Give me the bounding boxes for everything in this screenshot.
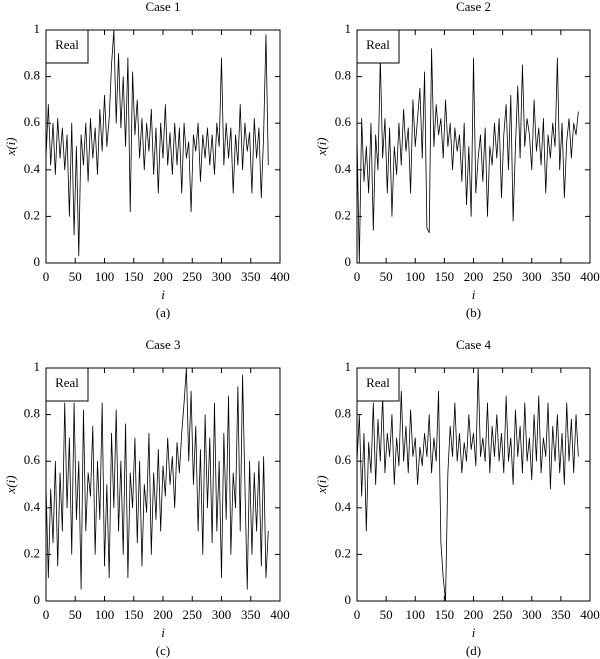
plot-area	[46, 30, 269, 257]
caption: (c)	[156, 643, 170, 658]
x-tick-label: 200	[153, 269, 173, 284]
panel: Case 3 0 50 100 150 200 250 300 350 400 0 0.2 0.4 0.6…	[3, 337, 290, 658]
x-tick-label: 400	[270, 607, 290, 622]
x-axis-label: i	[161, 625, 165, 640]
y-tick-label: 1	[345, 359, 352, 374]
y-tick-label: 0	[345, 592, 352, 607]
y-axis-label: x(i)	[3, 475, 18, 494]
x-tick-label: 100	[406, 269, 426, 284]
chart-title: Case 3	[145, 337, 180, 352]
y-tick-label: 0	[345, 254, 352, 269]
x-axis-label: i	[472, 287, 476, 302]
chart-title: Case 1	[145, 0, 180, 14]
y-tick-label: 0	[34, 592, 41, 607]
x-axis-label: i	[161, 287, 165, 302]
y-tick-label: 0.6	[335, 452, 352, 467]
chart-title: Case 2	[456, 0, 491, 14]
y-tick-label: 0.4	[335, 161, 352, 176]
data-line	[357, 368, 579, 601]
x-tick-label: 250	[493, 607, 513, 622]
x-tick-label: 0	[354, 607, 361, 622]
x-tick-label: 150	[124, 269, 144, 284]
legend-box	[45, 367, 89, 402]
x-tick-label: 350	[551, 269, 571, 284]
x-tick-label: 0	[43, 269, 50, 284]
x-tick-label: 100	[95, 269, 115, 284]
x-tick-label: 400	[270, 269, 290, 284]
x-tick-label: 350	[551, 607, 571, 622]
panel: Case 2 0 50 100 150 200 250 300 350 400 0 0.2 0.4 0.6…	[314, 0, 600, 320]
x-tick-label: 400	[580, 269, 600, 284]
x-tick-label: 250	[183, 607, 203, 622]
x-tick-label: 350	[241, 607, 261, 622]
x-tick-label: 150	[435, 269, 455, 284]
x-tick-label: 50	[69, 269, 82, 284]
y-axis-label: x(i)	[314, 475, 329, 494]
x-tick-label: 100	[406, 607, 426, 622]
x-tick-label: 150	[124, 607, 144, 622]
x-tick-label: 50	[69, 607, 82, 622]
x-tick-label: 50	[380, 607, 393, 622]
legend-box	[45, 29, 89, 64]
y-tick-label: 0.8	[24, 68, 40, 83]
y-tick-label: 0.2	[335, 207, 351, 222]
x-tick-label: 0	[43, 607, 50, 622]
legend-box	[356, 29, 400, 64]
x-axis-label: i	[472, 625, 476, 640]
y-tick-label: 0	[34, 254, 41, 269]
plot-frame	[356, 367, 591, 602]
panel: Case 1 0 50 100 150 200 250 300 350 400 0 0.2 0.4 0.6…	[3, 0, 290, 320]
legend-label: Real	[55, 37, 79, 52]
x-tick-label: 200	[153, 607, 173, 622]
y-tick-label: 0.8	[335, 68, 351, 83]
y-tick-label: 0.2	[335, 545, 351, 560]
x-tick-label: 300	[522, 269, 542, 284]
plot-area	[357, 368, 579, 601]
y-tick-label: 0.6	[335, 114, 352, 129]
y-tick-label: 0.2	[24, 545, 40, 560]
plot-area	[357, 48, 579, 263]
x-tick-label: 200	[464, 607, 484, 622]
x-tick-label: 250	[183, 269, 203, 284]
panel: Case 4 0 50 100 150 200 250 300 350 400 0 0.2 0.4 0.6…	[314, 337, 600, 658]
legend-label: Real	[55, 375, 79, 390]
x-tick-label: 300	[212, 607, 232, 622]
x-tick-label: 50	[380, 269, 393, 284]
x-tick-label: 100	[95, 607, 115, 622]
caption: (a)	[156, 305, 170, 320]
y-tick-label: 1	[345, 21, 352, 36]
caption: (b)	[466, 305, 481, 320]
data-line	[46, 368, 269, 590]
y-axis-label: x(i)	[3, 137, 18, 156]
y-tick-label: 0.8	[24, 406, 40, 421]
y-tick-label: 1	[34, 21, 41, 36]
x-tick-label: 400	[580, 607, 600, 622]
y-tick-label: 1	[34, 359, 41, 374]
x-tick-label: 0	[354, 269, 361, 284]
x-tick-label: 250	[493, 269, 513, 284]
plot-area	[46, 368, 269, 590]
chart-title: Case 4	[456, 337, 492, 352]
legend-box	[356, 367, 400, 402]
y-tick-label: 0.6	[24, 452, 41, 467]
y-tick-label: 0.4	[335, 499, 352, 514]
y-tick-label: 0.4	[24, 499, 41, 514]
y-tick-label: 0.6	[24, 114, 41, 129]
x-tick-label: 300	[522, 607, 542, 622]
x-tick-label: 350	[241, 269, 261, 284]
y-tick-label: 0.4	[24, 161, 41, 176]
y-tick-label: 0.2	[24, 207, 40, 222]
y-axis-label: x(i)	[314, 137, 329, 156]
legend-label: Real	[366, 37, 390, 52]
x-tick-label: 300	[212, 269, 232, 284]
x-tick-label: 200	[464, 269, 484, 284]
x-tick-label: 150	[435, 607, 455, 622]
y-tick-label: 0.8	[335, 406, 351, 421]
legend-label: Real	[366, 375, 390, 390]
data-line	[46, 30, 269, 257]
caption: (d)	[466, 643, 481, 658]
data-line	[357, 48, 579, 263]
